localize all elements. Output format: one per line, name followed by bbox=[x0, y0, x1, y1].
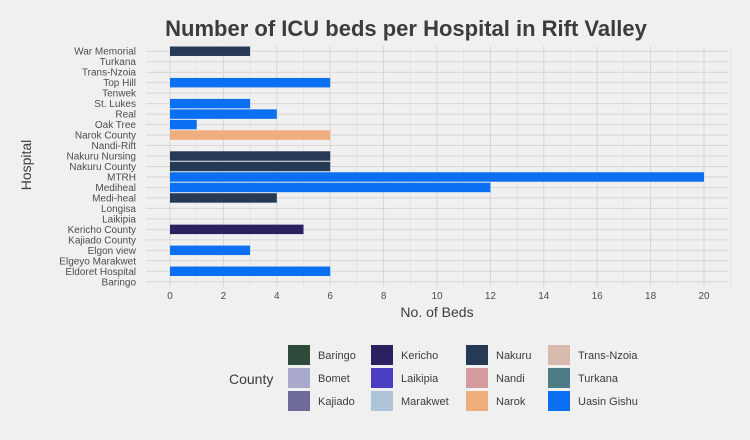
legend-title: County bbox=[229, 371, 273, 387]
x-tick-label: 20 bbox=[698, 291, 710, 302]
chart-title: Number of ICU beds per Hospital in Rift … bbox=[165, 16, 647, 41]
y-tick-label: Kajiado County bbox=[68, 235, 136, 246]
y-tick-label: Tenwek bbox=[102, 89, 137, 100]
legend-label: Baringo bbox=[318, 350, 356, 362]
y-tick-label: War Memorial bbox=[74, 47, 136, 58]
y-tick-label: Nandi-Rift bbox=[92, 141, 137, 152]
x-axis-label: No. of Beds bbox=[400, 304, 473, 320]
legend-swatch bbox=[288, 368, 310, 388]
legend-swatch bbox=[371, 391, 393, 411]
bar bbox=[170, 98, 251, 109]
y-tick-label: Medi-heal bbox=[92, 193, 136, 204]
bars bbox=[170, 46, 704, 277]
y-tick-label: Real bbox=[115, 110, 136, 121]
legend-label: Nandi bbox=[496, 373, 525, 385]
legend-swatch bbox=[548, 345, 570, 365]
y-tick-label: Elgon view bbox=[88, 246, 137, 257]
legend-swatch bbox=[371, 345, 393, 365]
y-tick-label: Trans-Nzoia bbox=[82, 68, 137, 79]
bar bbox=[170, 151, 331, 161]
legend-label: Nakuru bbox=[496, 350, 531, 362]
legend: County Baringo Bomet Kajiado Kericho Laikipi… bbox=[229, 345, 638, 411]
legend-label: Kajiado bbox=[318, 396, 355, 408]
x-tick-label: 4 bbox=[274, 291, 280, 302]
x-tick-label: 8 bbox=[381, 291, 387, 302]
legend-label: Narok bbox=[496, 396, 526, 408]
legend-label: Uasin Gishu bbox=[578, 396, 638, 408]
legend-label: Laikipia bbox=[401, 373, 439, 385]
legend-swatch bbox=[371, 368, 393, 388]
legend-swatch bbox=[466, 345, 488, 365]
y-tick-label: MTRH bbox=[107, 172, 136, 183]
legend-swatch bbox=[466, 368, 488, 388]
bar bbox=[170, 46, 251, 56]
y-tick-label: Longisa bbox=[101, 204, 136, 215]
bar bbox=[170, 109, 277, 119]
bar bbox=[170, 224, 304, 235]
bar bbox=[170, 245, 251, 256]
y-tick-label: Turkana bbox=[100, 57, 137, 68]
legend-swatch bbox=[466, 391, 488, 411]
y-tick-label: Laikipia bbox=[102, 214, 136, 225]
x-tick-label: 0 bbox=[167, 291, 173, 302]
x-tick-labels: 0 2 4 6 8 10 12 14 16 18 20 bbox=[167, 291, 710, 302]
x-tick-label: 6 bbox=[327, 291, 333, 302]
bar bbox=[170, 172, 704, 182]
y-tick-label: Baringo bbox=[102, 277, 137, 288]
y-tick-label: Kericho County bbox=[68, 225, 136, 236]
x-tick-label: 2 bbox=[221, 291, 227, 302]
y-tick-label: Top Hill bbox=[103, 78, 136, 89]
y-axis-label: Hospital bbox=[18, 140, 34, 191]
y-tick-label: Nakuru Nursing bbox=[67, 152, 136, 163]
legend-swatch bbox=[548, 368, 570, 388]
x-tick-label: 18 bbox=[645, 291, 657, 302]
legend-label: Bomet bbox=[318, 373, 350, 385]
x-tick-label: 10 bbox=[431, 291, 443, 302]
bar bbox=[170, 193, 277, 203]
x-tick-label: 16 bbox=[592, 291, 604, 302]
y-tick-label: Elgeyo Marakwet bbox=[59, 256, 136, 267]
bar bbox=[170, 77, 331, 88]
legend-label: Marakwet bbox=[401, 396, 449, 408]
legend-label: Trans-Nzoia bbox=[578, 350, 638, 362]
x-tick-label: 12 bbox=[485, 291, 497, 302]
legend-swatch bbox=[288, 391, 310, 411]
y-tick-label: Mediheal bbox=[95, 183, 136, 194]
legend-swatch bbox=[288, 345, 310, 365]
y-tick-label: St. Lukes bbox=[94, 99, 136, 110]
y-tick-label: Oak Tree bbox=[95, 120, 137, 131]
y-tick-label: Narok County bbox=[75, 131, 136, 142]
x-tick-label: 14 bbox=[538, 291, 550, 302]
y-tick-label: Eldoret Hospital bbox=[65, 267, 136, 278]
bar bbox=[170, 182, 491, 193]
bar bbox=[170, 266, 331, 277]
legend-swatch bbox=[548, 391, 570, 411]
bar bbox=[170, 119, 197, 130]
y-tick-label: Nakuru County bbox=[69, 162, 136, 173]
bar bbox=[170, 161, 331, 172]
legend-label: Kericho bbox=[401, 350, 438, 362]
bar bbox=[170, 130, 331, 140]
legend-label: Turkana bbox=[578, 373, 619, 385]
